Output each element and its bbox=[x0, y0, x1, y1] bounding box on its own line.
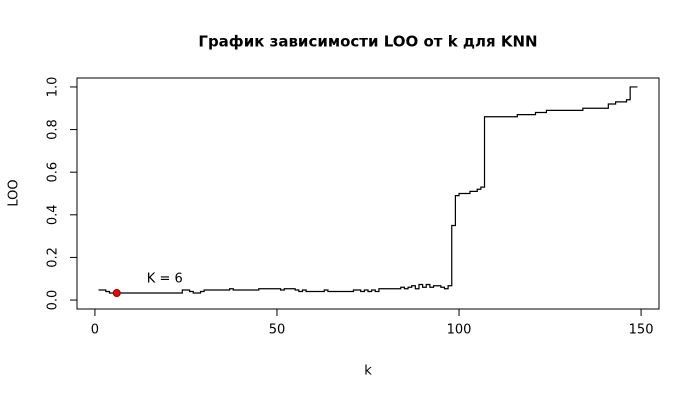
y-tick-label: 0.2 bbox=[46, 247, 61, 268]
y-axis-label: LOO bbox=[7, 179, 22, 206]
x-tick-label: 0 bbox=[91, 323, 99, 338]
highlight-point bbox=[112, 289, 121, 298]
chart-title: График зависимости LOO от k для KNN bbox=[198, 33, 537, 51]
y-tick-label: 0.6 bbox=[46, 162, 61, 183]
x-axis-label: k bbox=[364, 364, 372, 379]
highlight-label: K = 6 bbox=[147, 272, 183, 287]
y-tick-label: 0.4 bbox=[46, 204, 61, 225]
y-tick-label: 0.0 bbox=[46, 290, 61, 311]
step-line bbox=[98, 86, 638, 294]
y-tick-label: 1.0 bbox=[46, 77, 61, 98]
x-tick-label: 100 bbox=[447, 323, 472, 338]
x-tick-label: 50 bbox=[269, 323, 286, 338]
x-tick-label: 150 bbox=[629, 323, 654, 338]
y-tick-label: 0.8 bbox=[46, 119, 61, 140]
